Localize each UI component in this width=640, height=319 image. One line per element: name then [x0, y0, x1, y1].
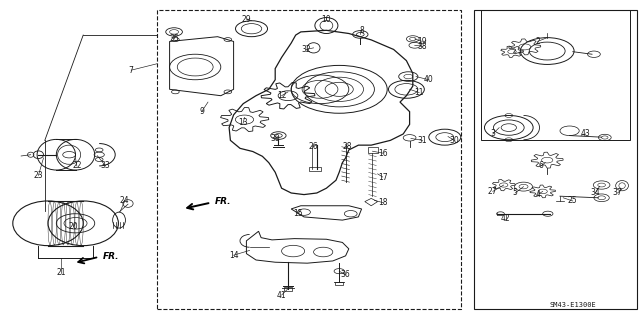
Text: 30: 30	[449, 136, 460, 145]
Text: 24: 24	[120, 197, 130, 205]
Text: 3: 3	[490, 130, 495, 138]
Text: 2: 2	[535, 37, 540, 46]
Text: 13: 13	[238, 118, 248, 127]
Text: 27: 27	[488, 187, 498, 196]
Text: 6: 6	[538, 161, 543, 170]
Text: 10: 10	[321, 15, 332, 24]
Text: 37: 37	[612, 189, 623, 197]
Text: 39: 39	[270, 134, 280, 143]
Text: 41: 41	[276, 291, 287, 300]
Text: FR.: FR.	[215, 197, 232, 206]
Text: 28: 28	[343, 142, 352, 151]
Bar	[284, 287, 292, 291]
Text: 42: 42	[500, 214, 511, 223]
Bar	[335, 282, 343, 285]
Text: 31: 31	[417, 136, 428, 145]
Text: FR.: FR.	[102, 252, 119, 261]
Text: 18: 18	[378, 198, 387, 207]
Bar	[368, 147, 378, 153]
Text: 35: 35	[169, 34, 179, 43]
Text: 29: 29	[241, 15, 252, 24]
Text: 19: 19	[417, 37, 428, 46]
Text: 32: 32	[301, 45, 311, 54]
Text: 43: 43	[580, 130, 591, 138]
Text: 38: 38	[417, 42, 428, 51]
Text: 9: 9	[199, 107, 204, 116]
Text: 33: 33	[100, 161, 111, 170]
Text: 12: 12	[277, 91, 286, 100]
Text: SM43-E1300E: SM43-E1300E	[549, 302, 596, 308]
Text: 22: 22	[72, 161, 81, 170]
Text: 40: 40	[424, 75, 434, 84]
Bar	[157, 10, 461, 309]
Text: 14: 14	[228, 251, 239, 260]
Text: 16: 16	[378, 149, 388, 158]
Text: 7: 7	[129, 66, 134, 75]
Text: 11: 11	[415, 88, 424, 97]
Text: 8: 8	[359, 26, 364, 35]
Text: 20: 20	[68, 222, 79, 231]
Text: 15: 15	[292, 209, 303, 218]
Text: 5: 5	[513, 189, 518, 197]
Text: 4: 4	[535, 190, 540, 199]
Bar	[309, 167, 321, 171]
Text: 36: 36	[340, 271, 351, 279]
Text: 23: 23	[33, 171, 44, 180]
Bar	[474, 10, 637, 309]
Bar	[481, 10, 630, 140]
Text: 21: 21	[56, 268, 65, 277]
Text: 25: 25	[568, 197, 578, 205]
Text: 34: 34	[590, 189, 600, 197]
Text: 17: 17	[378, 173, 388, 182]
Text: 26: 26	[308, 142, 319, 151]
